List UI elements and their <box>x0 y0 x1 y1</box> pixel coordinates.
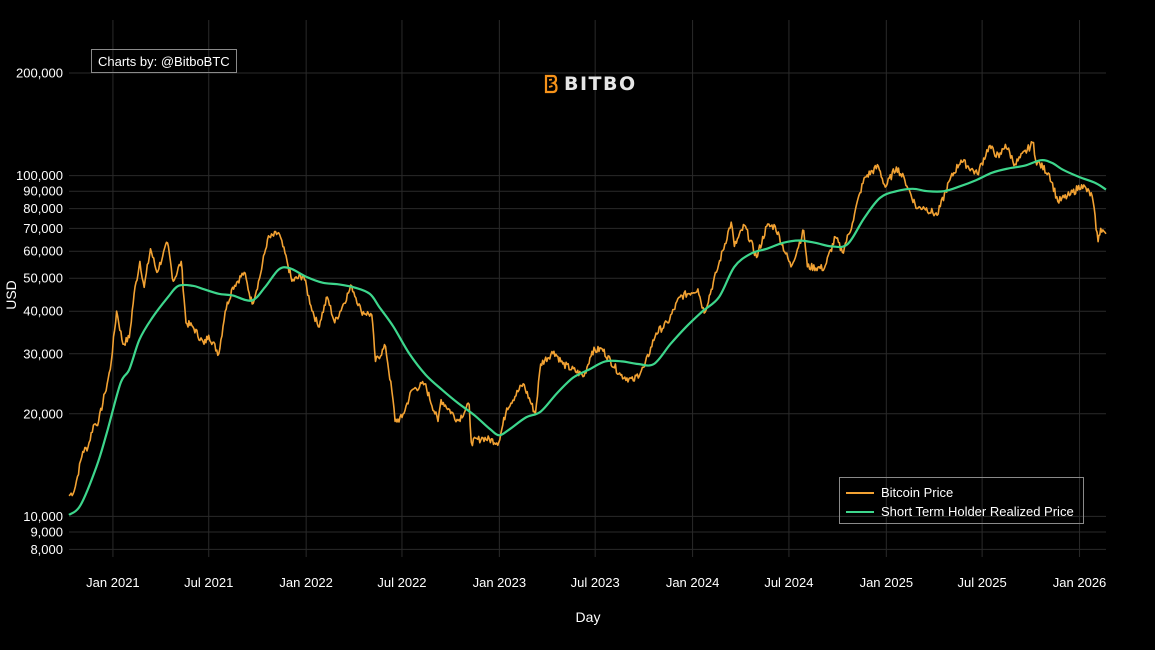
y-tick-label: 20,000 <box>23 406 63 421</box>
bitbo-logo-text: BITBO <box>564 73 637 95</box>
y-tick-label: 100,000 <box>16 168 63 183</box>
y-tick-label: 80,000 <box>23 201 63 216</box>
y-tick-label: 40,000 <box>23 304 63 319</box>
x-tick-label: Jan 2022 <box>279 575 333 590</box>
legend-item-sth-realized-price[interactable]: Short Term Holder Realized Price <box>846 502 1077 521</box>
y-tick-label: 30,000 <box>23 346 63 361</box>
y-tick-label: 50,000 <box>23 271 63 286</box>
x-tick-label: Jan 2021 <box>86 575 140 590</box>
legend-swatch-sth-realized-price <box>846 510 874 513</box>
x-tick-label: Jul 2024 <box>764 575 813 590</box>
series-layer <box>68 141 1107 516</box>
legend-label-bitcoin-price: Bitcoin Price <box>881 485 954 500</box>
y-tick-label: 8,000 <box>30 542 63 557</box>
x-axis-ticks: Jan 2021 Jul 2021 Jan 2022 Jul 2022 Jan 2023… <box>86 575 1106 590</box>
series-line-sth-realized-price <box>68 159 1107 516</box>
bitbo-logo-icon <box>544 74 558 94</box>
chart-legend: Bitcoin Price Short Term Holder Realized… <box>839 477 1084 524</box>
x-tick-label: Jan 2024 <box>666 575 720 590</box>
y-tick-label: 90,000 <box>23 184 63 199</box>
series-line-bitcoin-price <box>68 141 1107 497</box>
x-tick-label: Jan 2025 <box>860 575 914 590</box>
y-tick-label: 60,000 <box>23 244 63 259</box>
x-tick-label: Jul 2021 <box>184 575 233 590</box>
x-tick-label: Jan 2023 <box>473 575 527 590</box>
y-tick-label: 70,000 <box>23 221 63 236</box>
y-axis-title: USD <box>3 280 19 310</box>
y-tick-label: 10,000 <box>23 509 63 524</box>
y-tick-label: 200,000 <box>16 66 63 81</box>
attribution-label: Charts by: @BitboBTC <box>91 49 237 73</box>
grid-layer <box>69 20 1106 557</box>
x-tick-label: Jul 2022 <box>377 575 426 590</box>
bitbo-logo: BITBO <box>544 73 637 95</box>
x-tick-label: Jan 2026 <box>1053 575 1107 590</box>
y-tick-label: 9,000 <box>30 524 63 539</box>
legend-item-bitcoin-price[interactable]: Bitcoin Price <box>846 483 1077 502</box>
x-axis-title: Day <box>576 609 601 625</box>
legend-label-sth-realized-price: Short Term Holder Realized Price <box>881 504 1074 519</box>
x-tick-label: Jul 2025 <box>958 575 1007 590</box>
x-tick-label: Jul 2023 <box>571 575 620 590</box>
legend-swatch-bitcoin-price <box>846 491 874 494</box>
